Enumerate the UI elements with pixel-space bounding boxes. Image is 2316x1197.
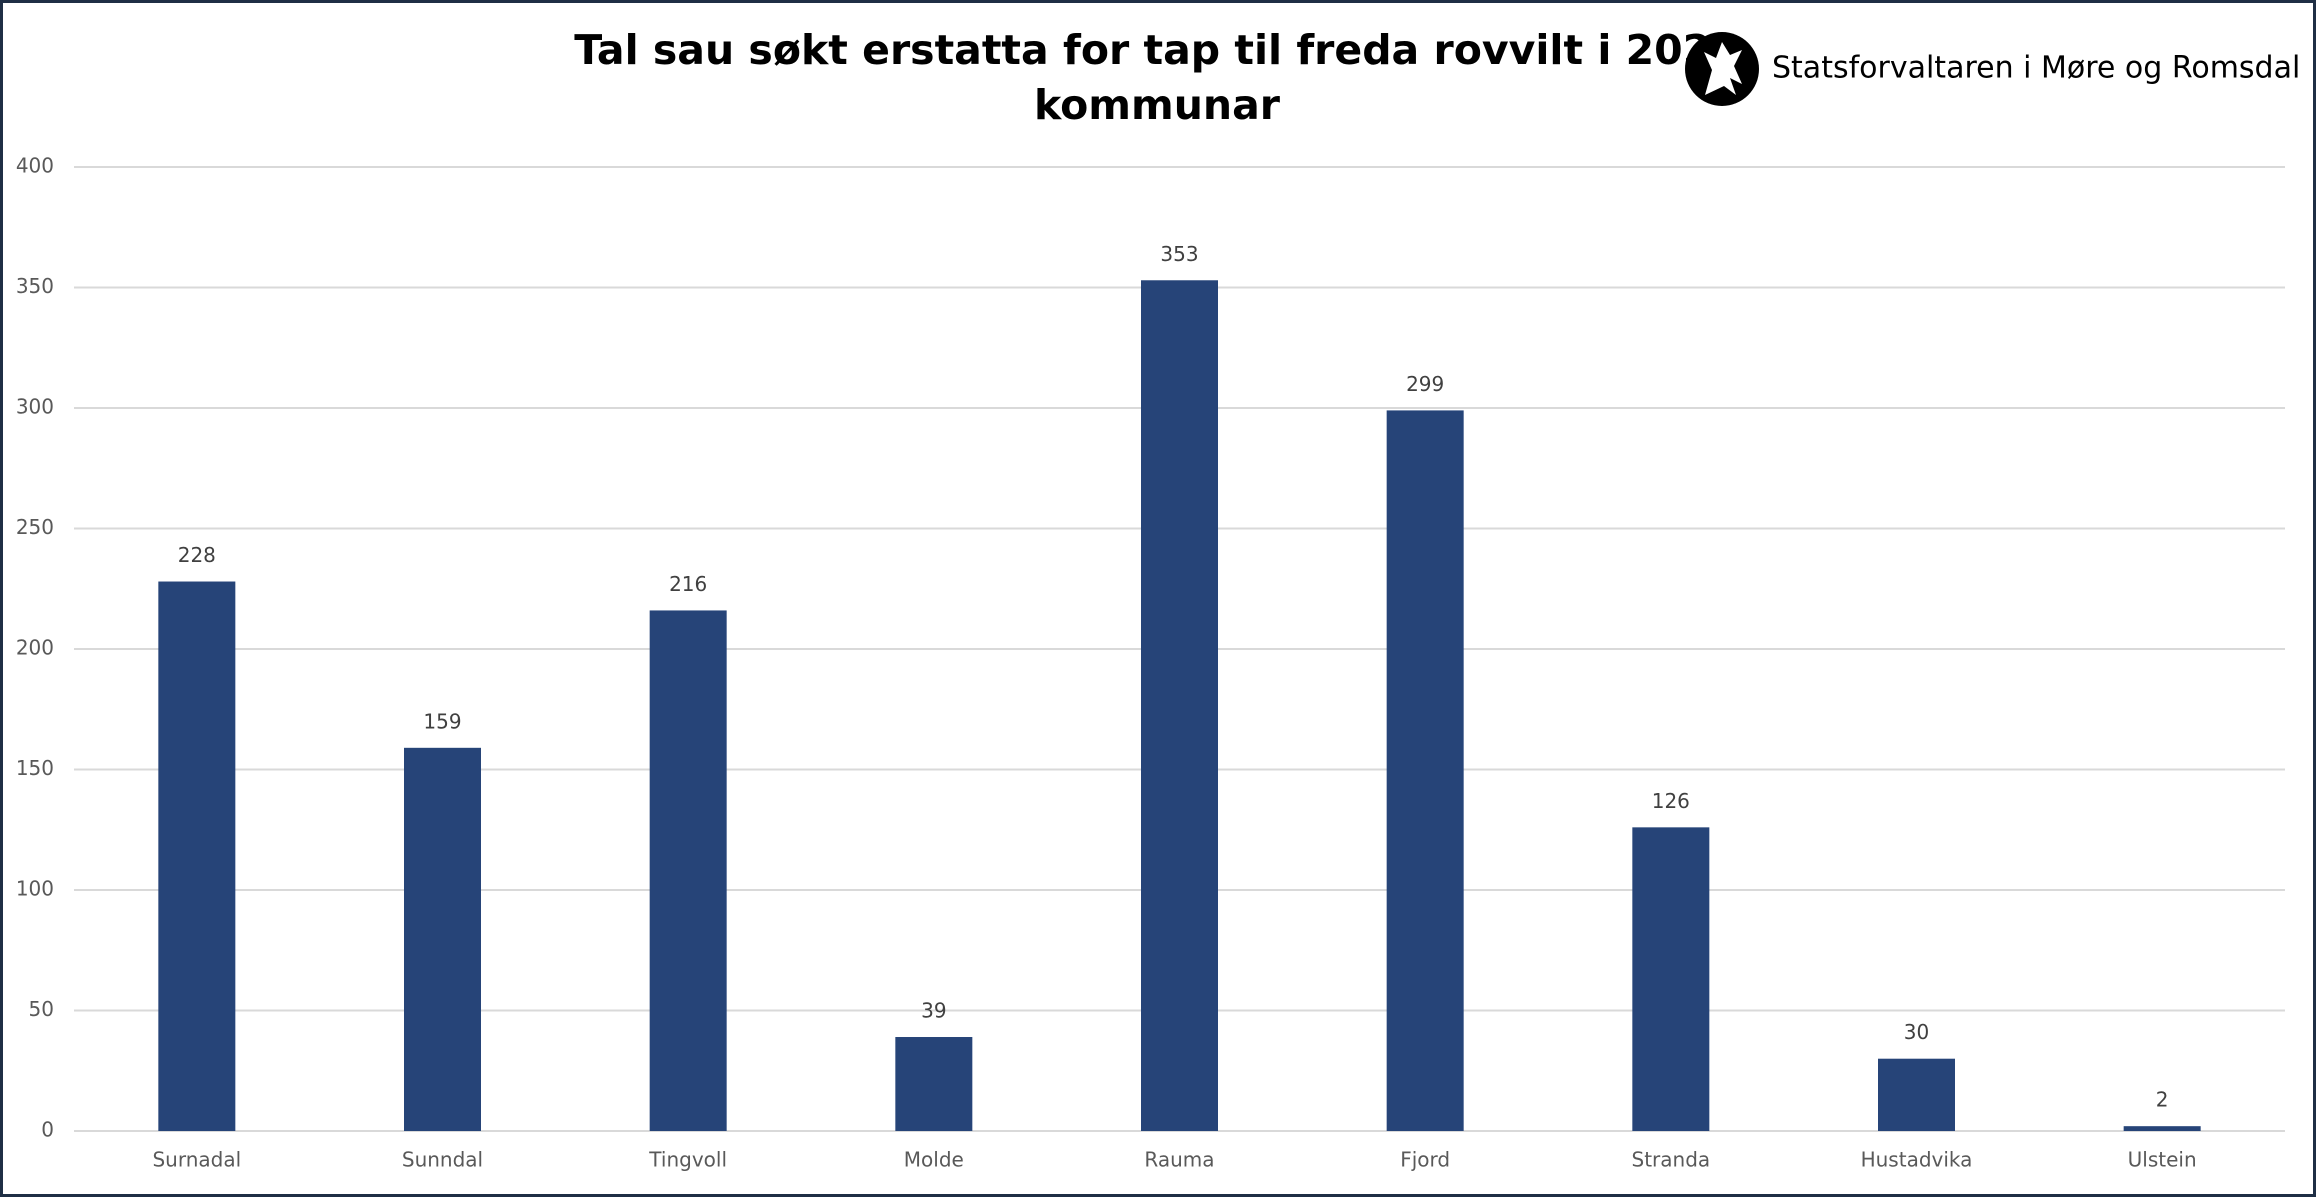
x-tick-label: Sunndal bbox=[402, 1148, 483, 1172]
data-label: 126 bbox=[1652, 789, 1690, 813]
bar bbox=[1632, 827, 1710, 1131]
x-tick-label: Stranda bbox=[1632, 1148, 1711, 1172]
data-label: 353 bbox=[1160, 242, 1198, 266]
bar bbox=[404, 747, 481, 1131]
bar bbox=[1386, 410, 1464, 1131]
y-tick-label: 300 bbox=[16, 395, 54, 419]
x-tick-label: Ulstein bbox=[2128, 1148, 2197, 1172]
y-tick-label: 200 bbox=[16, 636, 54, 660]
data-label: 39 bbox=[921, 999, 946, 1023]
y-tick-label: 0 bbox=[41, 1118, 54, 1142]
logo-text: Statsforvaltaren i Møre og Romsdal bbox=[1772, 51, 2300, 86]
logo bbox=[1685, 32, 1759, 106]
chart-title: Tal sau søkt erstatta for tap til freda … bbox=[574, 26, 1740, 74]
bar bbox=[895, 1037, 973, 1131]
y-tick-label: 100 bbox=[16, 877, 54, 901]
bar bbox=[1141, 280, 1218, 1131]
y-tick-label: 400 bbox=[16, 154, 54, 178]
y-tick-label: 250 bbox=[16, 515, 54, 539]
data-label: 299 bbox=[1406, 372, 1444, 396]
chart-subtitle: kommunar bbox=[1034, 81, 1281, 129]
logo-lion bbox=[1704, 42, 1742, 95]
bar bbox=[1878, 1058, 1955, 1131]
x-tick-label: Hustadvika bbox=[1861, 1148, 1973, 1172]
bar bbox=[158, 581, 236, 1131]
data-label: 159 bbox=[423, 709, 461, 733]
y-tick-label: 50 bbox=[29, 997, 54, 1021]
data-label: 2 bbox=[2156, 1088, 2169, 1112]
y-tick-label: 150 bbox=[16, 756, 54, 780]
x-tick-label: Molde bbox=[904, 1148, 964, 1172]
x-tick-label: Tingvoll bbox=[648, 1148, 727, 1172]
y-tick-label: 350 bbox=[16, 274, 54, 298]
bar bbox=[649, 610, 727, 1131]
x-tick-label: Surnadal bbox=[152, 1148, 241, 1172]
bar bbox=[2123, 1126, 2201, 1131]
data-label: 228 bbox=[178, 543, 216, 567]
data-label: 30 bbox=[1904, 1020, 1929, 1044]
x-tick-label: Rauma bbox=[1144, 1148, 1214, 1172]
data-label: 216 bbox=[669, 572, 707, 596]
x-tick-label: Fjord bbox=[1400, 1148, 1450, 1172]
